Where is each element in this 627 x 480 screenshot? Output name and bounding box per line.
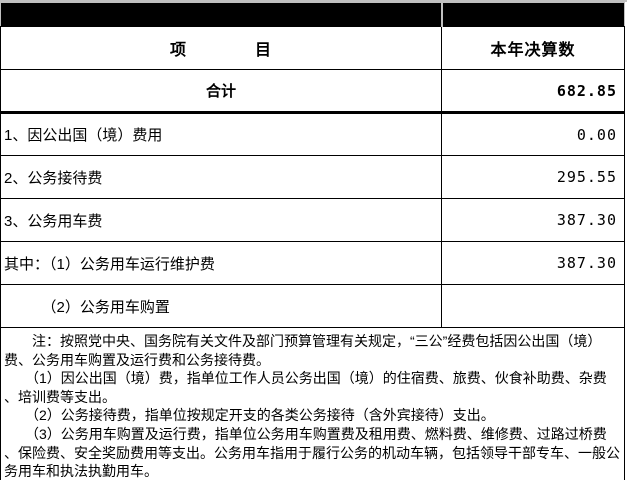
table-row-vehicle: 3、公务用车费 387.30 [0, 198, 625, 242]
row-label: 3、公务用车费 [0, 198, 442, 242]
note-line: 注：按照党中央、国务院有关文件及部门预算管理有关规定，“三公”经费包括因公出国（… [4, 333, 602, 349]
column-header-row: 项 目 本年决算数 [0, 26, 625, 70]
black-title-bar [0, 2, 625, 27]
value-column-header: 本年决算数 [441, 26, 625, 70]
table-row-vehicle-purchase: （2）公务用车购置 [0, 284, 625, 328]
row-label: 其中：（1）公务用车运行维护费 [0, 241, 442, 285]
row-value: 387.30 [441, 198, 625, 242]
note-line: （3）公务用车购置及运行费，指单位公务用车购置费及租用费、燃料费、维修费、过路过… [4, 425, 607, 442]
total-value: 682.85 [441, 69, 625, 114]
title-bar-right-cell [440, 2, 625, 27]
row-value: 387.30 [441, 241, 625, 285]
note-line: （2）公务接待费，指单位按规定开支的各类公务接待（含外宾接待）支出。 [4, 407, 495, 424]
note-section-row: 注：按照党中央、国务院有关文件及部门预算管理有关规定，“三公”经费包括因公出国（… [0, 327, 625, 480]
note-section: 注：按照党中央、国务院有关文件及部门预算管理有关规定，“三公”经费包括因公出国（… [0, 327, 625, 480]
row-value: 295.55 [441, 155, 625, 199]
title-bar-left-cell [0, 2, 442, 27]
row-value: 0.00 [441, 112, 625, 156]
note-line: 、保险费、安全奖励费用等支出。公务用车指用于履行公务的机动车辆，包括领导干部专车… [4, 444, 620, 461]
row-label: 1、因公出国（境）费用 [0, 112, 442, 156]
note-line: 、培训费等支出。 [4, 388, 116, 405]
table-row-abroad: 1、因公出国（境）费用 0.00 [0, 112, 625, 156]
total-row: 合计 682.85 [0, 69, 625, 114]
note-line: 费、公务用车购置及运行费和公务接待费。 [4, 351, 270, 368]
row-label: （2）公务用车购置 [0, 284, 442, 328]
note-line: （1）因公出国（境）费，指单位工作人员公务出国（境）的住宿费、旅费、伙食补助费、… [4, 370, 607, 387]
total-label: 合计 [0, 69, 442, 114]
item-column-header: 项 目 [0, 26, 442, 70]
row-label: 2、公务接待费 [0, 155, 442, 199]
table-row-reception: 2、公务接待费 295.55 [0, 155, 625, 199]
note-line: 务用车和执法执勤用车。 [4, 463, 158, 480]
row-value [441, 284, 625, 328]
table-row-vehicle-operation: 其中：（1）公务用车运行维护费 387.30 [0, 241, 625, 285]
